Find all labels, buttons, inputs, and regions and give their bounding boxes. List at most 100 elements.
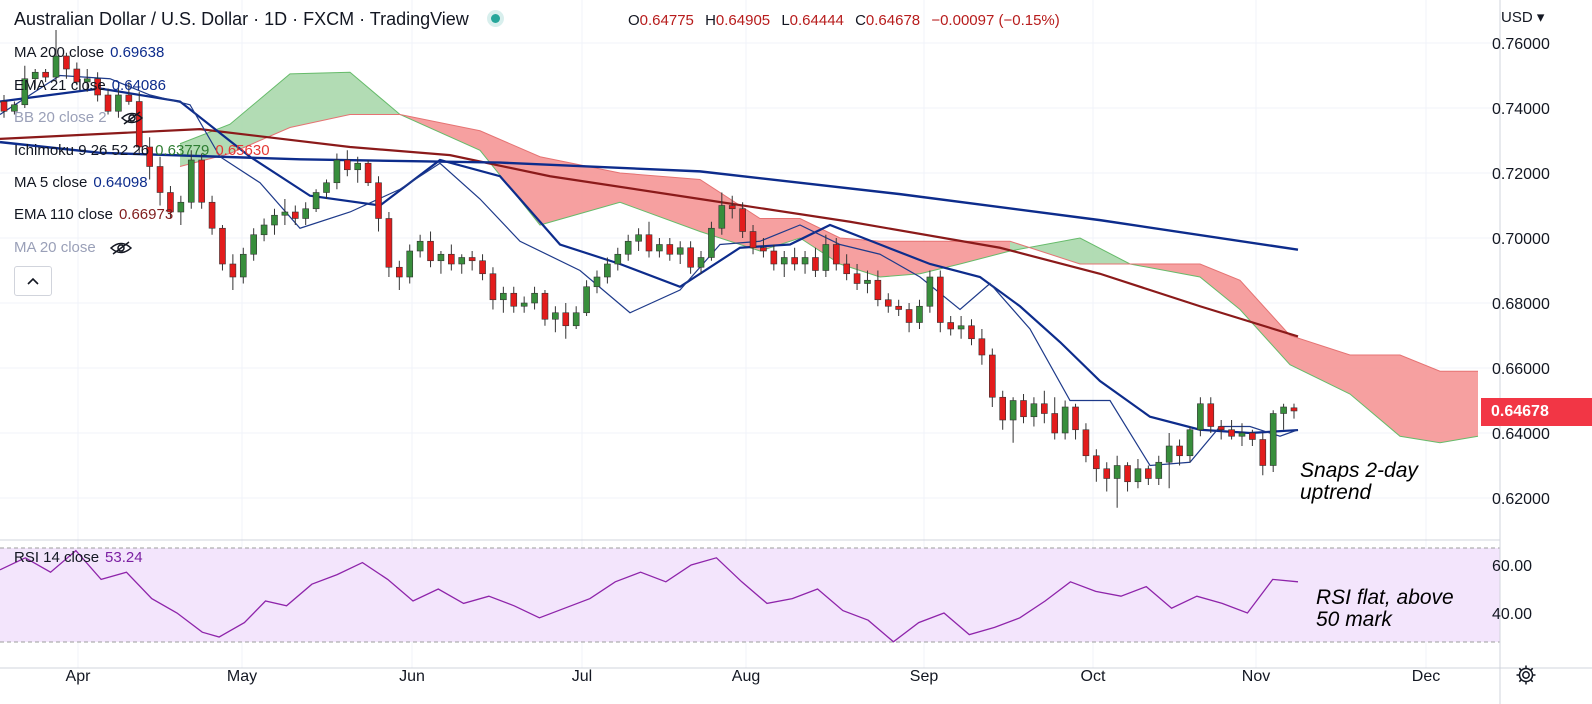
low-value: 0.64444 <box>789 12 844 29</box>
rsi-annotation: RSI flat, above 50 mark <box>1316 587 1454 631</box>
cloud-segment <box>920 241 960 274</box>
candle-body <box>552 312 559 320</box>
annotation-line: Snaps 2-day <box>1300 459 1418 482</box>
candle-body <box>968 325 975 340</box>
candle-body <box>884 299 892 307</box>
ma200-line <box>0 140 1299 251</box>
candle-body <box>406 250 414 278</box>
candle-body <box>1061 406 1069 434</box>
legend-bb20[interactable]: BB 20 close 2 <box>14 109 143 126</box>
hidden-eye-icon[interactable] <box>120 111 143 125</box>
rsi-line <box>0 549 1299 643</box>
legend-value: 0.63779 <box>155 142 210 159</box>
candle-body <box>728 205 736 210</box>
candle-body <box>42 71 49 78</box>
legend-ma20[interactable]: MA 20 close <box>14 239 132 256</box>
price-axis[interactable]: 0.76000 0.74000 0.72000 0.70000 0.68000 0.660… <box>1492 36 1550 508</box>
candle-body <box>1217 426 1225 431</box>
candle-body <box>1155 461 1163 479</box>
candle-body <box>572 312 580 327</box>
candle-body <box>354 162 362 171</box>
time-tick-label: Nov <box>1242 668 1270 685</box>
cloud-segment <box>290 72 350 128</box>
candle-body <box>1238 432 1246 437</box>
candlesticks <box>0 30 1298 508</box>
candle-body <box>645 234 653 252</box>
candle-body <box>697 257 705 268</box>
time-tick-label: Dec <box>1412 668 1440 685</box>
candle-body <box>31 71 39 80</box>
cloud-segment <box>480 130 540 225</box>
candle-body <box>687 247 694 268</box>
candle-body <box>219 227 226 265</box>
kumo-span-b-line <box>179 114 1478 372</box>
candle-body <box>718 205 726 229</box>
candle-body <box>1228 429 1235 437</box>
high-label: H <box>705 12 716 29</box>
candle-body <box>458 257 466 265</box>
candle-body <box>656 244 663 252</box>
candle-body <box>635 234 642 242</box>
currency-selector[interactable]: USD ▾ <box>1501 9 1545 26</box>
legend-rsi[interactable]: RSI 14 close 53.24 <box>14 549 143 566</box>
candle-body <box>94 78 101 96</box>
candle-body <box>291 211 299 219</box>
candle-body <box>125 94 133 102</box>
legend-ma200[interactable]: MA 200 close 0.69638 <box>14 44 164 61</box>
price-tick-label: 0.70000 <box>1492 231 1550 248</box>
close-value: 0.64678 <box>865 12 921 29</box>
rsi-series <box>0 549 1299 643</box>
candle-body <box>541 292 549 320</box>
candle-body <box>864 279 871 284</box>
legend-ema21[interactable]: EMA 21 close 0.64086 <box>14 77 166 94</box>
cloud-segment <box>880 241 920 277</box>
close-label: C <box>855 12 866 29</box>
candle-body <box>167 192 174 213</box>
candle-body <box>396 266 403 278</box>
gear-icon[interactable] <box>1515 664 1537 686</box>
candle-body <box>312 192 320 210</box>
rsi-tick-label: 60.00 <box>1492 558 1532 575</box>
open-label: O <box>628 12 640 29</box>
annotation-line: uptrend <box>1300 481 1372 504</box>
price-tick-label: 0.76000 <box>1492 36 1550 53</box>
legend-label: MA 5 close <box>14 174 88 191</box>
candle-body <box>416 240 424 252</box>
candle-body <box>676 247 684 255</box>
candle-body <box>614 253 622 265</box>
candle-body <box>375 182 382 219</box>
legend-ma5[interactable]: MA 5 close 0.64098 <box>14 174 148 191</box>
legend-ichimoku[interactable]: Ichimoku 9 26 52 26 0.63779 0.65630 <box>14 142 270 159</box>
time-tick-label: Apr <box>66 668 92 685</box>
legend-value: 53.24 <box>105 549 143 566</box>
rsi-axis[interactable]: 60.00 40.00 <box>1492 558 1532 623</box>
collapse-legend-button[interactable] <box>14 266 52 296</box>
legend-label: MA 20 close <box>14 239 96 256</box>
candle-body <box>1009 400 1017 421</box>
legend-ema110[interactable]: EMA 110 close 0.66973 <box>14 206 173 223</box>
annotation-line: RSI flat, above <box>1316 586 1454 609</box>
candle-body <box>427 240 434 262</box>
hidden-eye-icon[interactable] <box>109 241 132 255</box>
candle-body <box>1176 445 1183 457</box>
time-axis[interactable]: Apr May Jun Jul Aug Sep Oct Nov Dec <box>66 668 1441 685</box>
last-price-label: 0.64678 <box>1481 398 1592 426</box>
candle-body <box>1051 413 1059 434</box>
candle-body <box>177 201 185 213</box>
legend-label: MA 200 close <box>14 44 105 61</box>
cloud-segment <box>1240 280 1290 365</box>
candle-body <box>604 263 611 278</box>
candle-body <box>1207 403 1215 427</box>
ma5-line <box>0 74 1299 467</box>
candle-body <box>874 279 882 301</box>
candle-body <box>1269 413 1277 466</box>
candle-body <box>1280 406 1287 414</box>
candle-body <box>583 286 590 314</box>
low-label: L <box>781 12 790 29</box>
candle-body <box>364 162 372 184</box>
candle-body <box>978 338 986 356</box>
candle-body <box>135 101 143 148</box>
symbol-title[interactable]: Australian Dollar / U.S. Dollar · 1D · F… <box>14 9 469 29</box>
candle-body <box>63 55 70 70</box>
